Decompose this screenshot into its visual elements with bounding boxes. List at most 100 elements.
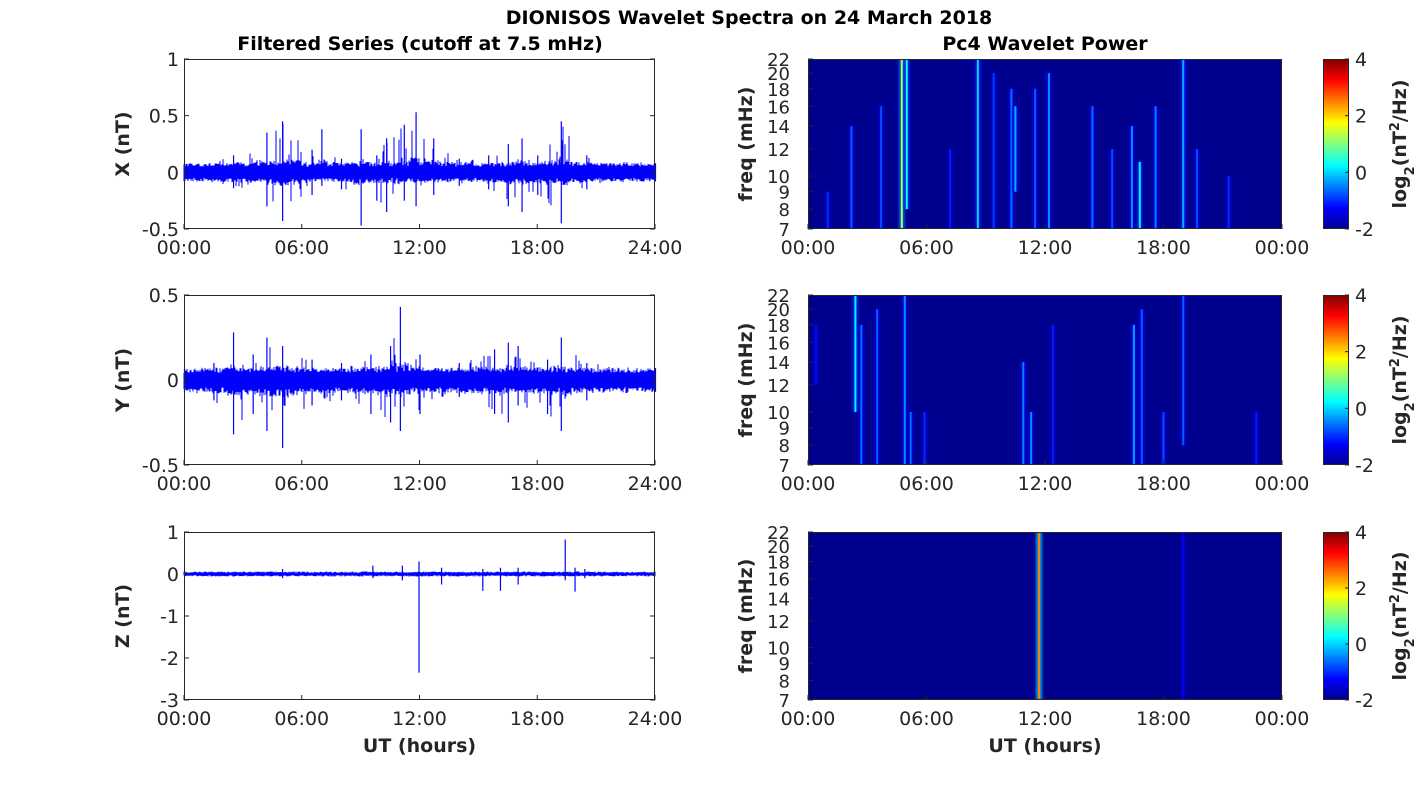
plot-area <box>184 59 655 229</box>
ytick-label: 10 <box>767 167 790 188</box>
ytick-label: 9 <box>779 654 790 675</box>
wavelet-streak-core <box>1038 532 1041 700</box>
x-axis-label: UT (hours) <box>363 735 476 757</box>
wv-xtick-label: 00:00 <box>781 708 836 730</box>
y-axis-label: freq (mHz) <box>735 559 757 674</box>
wavelet-streak-core <box>909 412 912 465</box>
colorbar-gradient <box>1323 59 1349 229</box>
wavelet-streak-core <box>850 126 853 229</box>
wavelet-streak-core <box>1196 148 1199 229</box>
heatmap-background <box>808 532 1282 700</box>
wv-xtick-label: 18:00 <box>1136 237 1191 259</box>
wavelet-streak-core <box>1255 412 1258 465</box>
ytick-label: 18 <box>767 316 790 337</box>
ytick-label: 7 <box>779 456 790 477</box>
ytick-label: 16 <box>767 333 790 354</box>
ytick-label: 9 <box>779 419 790 440</box>
colorbar: -2 0 2 4 log2(nT2/Hz) <box>1323 285 1418 477</box>
ts-xtick-label: 24:00 <box>628 708 683 730</box>
wavelet-streak-core <box>1132 324 1135 465</box>
wavelet-streak-core <box>949 148 952 229</box>
ts-xtick-label: 06:00 <box>274 708 329 730</box>
colorbar-tick-label: 2 <box>1355 342 1367 364</box>
wavelet-streak-core <box>992 73 995 229</box>
ts-xtick-label: 24:00 <box>628 473 683 495</box>
left-column-title: Filtered Series (cutoff at 7.5 mHz) <box>237 33 603 55</box>
wavelet-streak-core <box>880 106 883 229</box>
ytick-label: 12 <box>767 376 790 397</box>
ytick-label: 18 <box>767 80 790 101</box>
ytick-label: 7 <box>779 220 790 241</box>
colorbar-tick-label: 0 <box>1355 398 1367 420</box>
x-axis-label: UT (hours) <box>988 735 1101 757</box>
ts-xtick-label: 18:00 <box>510 708 565 730</box>
wv-xtick-label: 00:00 <box>781 237 836 259</box>
ytick-label: 8 <box>779 436 790 457</box>
wv-xtick-label: 06:00 <box>899 708 954 730</box>
colorbar-tick-label: -2 <box>1355 455 1374 477</box>
ytick-label: 14 <box>767 353 790 374</box>
ts-xtick-label: 12:00 <box>392 708 447 730</box>
colorbar-gradient <box>1323 532 1349 700</box>
wv-xtick-label: 18:00 <box>1136 708 1191 730</box>
colorbar-tick-label: 4 <box>1355 285 1367 307</box>
wavelet-streak-core <box>1182 532 1185 700</box>
ytick-label: 10 <box>767 403 790 424</box>
ytick-label: 14 <box>767 589 790 610</box>
ytick-label: 16 <box>767 570 790 591</box>
timeseries-panel-y: -0.5 0 0.5 00:00 06:00 12:00 18:00 24:00 Y (nT) <box>112 285 682 495</box>
ts-xtick-label: 00:00 <box>157 473 212 495</box>
ts-xtick-label: 18:00 <box>510 473 565 495</box>
wavelet-streak-core <box>1138 161 1141 229</box>
colorbar-tick-label: 4 <box>1355 522 1367 544</box>
ytick-label: -2 <box>160 648 179 670</box>
ts-xtick-label: 24:00 <box>628 237 683 259</box>
wv-xtick-label: 12:00 <box>1018 708 1073 730</box>
wavelet-streak-core <box>1010 88 1013 229</box>
y-axis-label: freq (mHz) <box>735 323 757 438</box>
wv-xtick-label: 00:00 <box>1255 473 1310 495</box>
wv-xtick-label: 18:00 <box>1136 473 1191 495</box>
wavelet-streak-core <box>826 191 829 229</box>
wavelet-streak-core <box>1091 106 1094 229</box>
y-axis-label: X (nT) <box>112 111 134 176</box>
ytick-label: -1 <box>160 606 179 628</box>
ts-xtick-label: 00:00 <box>157 708 212 730</box>
ytick-label: 20 <box>767 64 790 85</box>
ytick-label: 14 <box>767 117 790 138</box>
wavelet-streak-core <box>1111 148 1114 229</box>
wavelet-streak-core <box>860 324 863 465</box>
y-axis-label: Z (nT) <box>112 584 134 648</box>
ytick-label: 16 <box>767 97 790 118</box>
wavelet-streak-core <box>1182 59 1185 229</box>
ytick-label: 22 <box>767 523 790 544</box>
wavelet-streak-core <box>1182 295 1185 446</box>
wv-xtick-label: 12:00 <box>1018 473 1073 495</box>
wavelet-streak-core <box>876 309 879 465</box>
wavelet-streak-core <box>1227 176 1230 229</box>
figure-title: DIONISOS Wavelet Spectra on 24 March 201… <box>506 7 993 29</box>
wv-xtick-label: 00:00 <box>1255 237 1310 259</box>
ytick-label: 7 <box>779 691 790 712</box>
ts-xtick-label: 12:00 <box>392 237 447 259</box>
ytick-label: 12 <box>767 612 790 633</box>
wavelet-streak-core <box>1154 106 1157 229</box>
wavelet-streak-core <box>814 324 817 385</box>
ytick-label: 20 <box>767 537 790 558</box>
wavelet-streak-core <box>1140 309 1143 465</box>
wavelet-streak-core <box>1130 126 1133 229</box>
y-axis-label: Y (nT) <box>112 348 134 413</box>
ytick-label: 18 <box>767 552 790 573</box>
ytick-label: 10 <box>767 639 790 660</box>
y-axis-label: freq (mHz) <box>735 87 757 202</box>
colorbar-tick-label: 2 <box>1355 578 1367 600</box>
ts-xtick-label: 06:00 <box>274 237 329 259</box>
colorbar: -2 0 2 4 log2(nT2/Hz) <box>1323 49 1418 241</box>
ts-xtick-label: 06:00 <box>274 473 329 495</box>
timeseries-panel-z: -3 -2 -1 0 1 00:00 06:00 12:00 18:00 24:00 Z (nT) U… <box>112 522 682 757</box>
ytick-label: 22 <box>767 50 790 71</box>
